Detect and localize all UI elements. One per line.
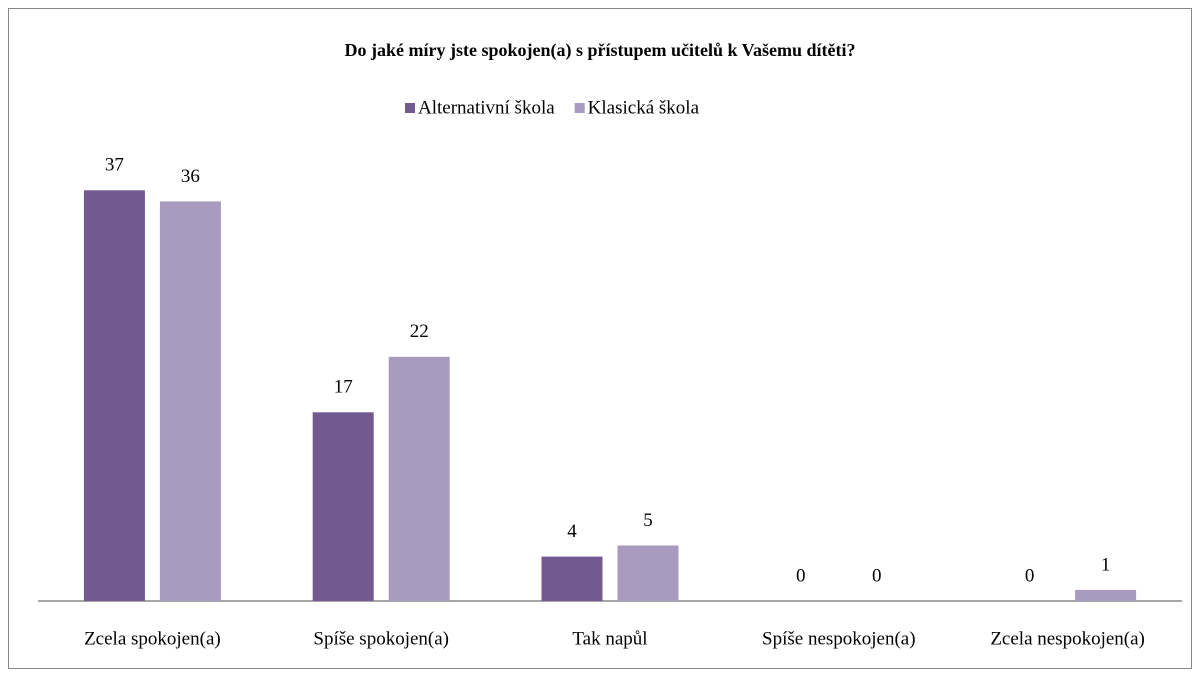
x-tick-label: Zcela spokojen(a) (84, 628, 221, 649)
legend-swatch (405, 103, 415, 113)
data-label: 0 (872, 565, 882, 586)
data-label: 22 (410, 321, 429, 342)
data-label: 36 (181, 166, 200, 187)
legend-label: Klasická škola (588, 97, 700, 118)
data-label: 17 (334, 377, 353, 398)
data-label: 4 (567, 521, 577, 542)
legend-label: Alternativní škola (418, 97, 555, 118)
x-tick-label: Spíše spokojen(a) (313, 628, 449, 649)
chart-title: Do jaké míry jste spokojen(a) s přístupe… (345, 40, 856, 61)
data-label: 0 (1025, 565, 1035, 586)
data-label: 37 (105, 155, 124, 176)
data-label: 0 (796, 565, 806, 586)
bar (159, 201, 221, 601)
bar (1075, 589, 1137, 601)
data-label: 5 (643, 510, 653, 531)
x-tick-label: Spíše nespokojen(a) (762, 628, 916, 649)
data-label: 1 (1101, 554, 1111, 575)
bar (388, 356, 450, 601)
bar (312, 412, 374, 601)
bar (83, 190, 145, 602)
x-tick-label: Zcela nespokojen(a) (990, 628, 1145, 649)
bar (617, 545, 679, 601)
legend-swatch (574, 103, 585, 113)
x-tick-label: Tak napůl (572, 628, 647, 649)
bar (541, 556, 603, 601)
